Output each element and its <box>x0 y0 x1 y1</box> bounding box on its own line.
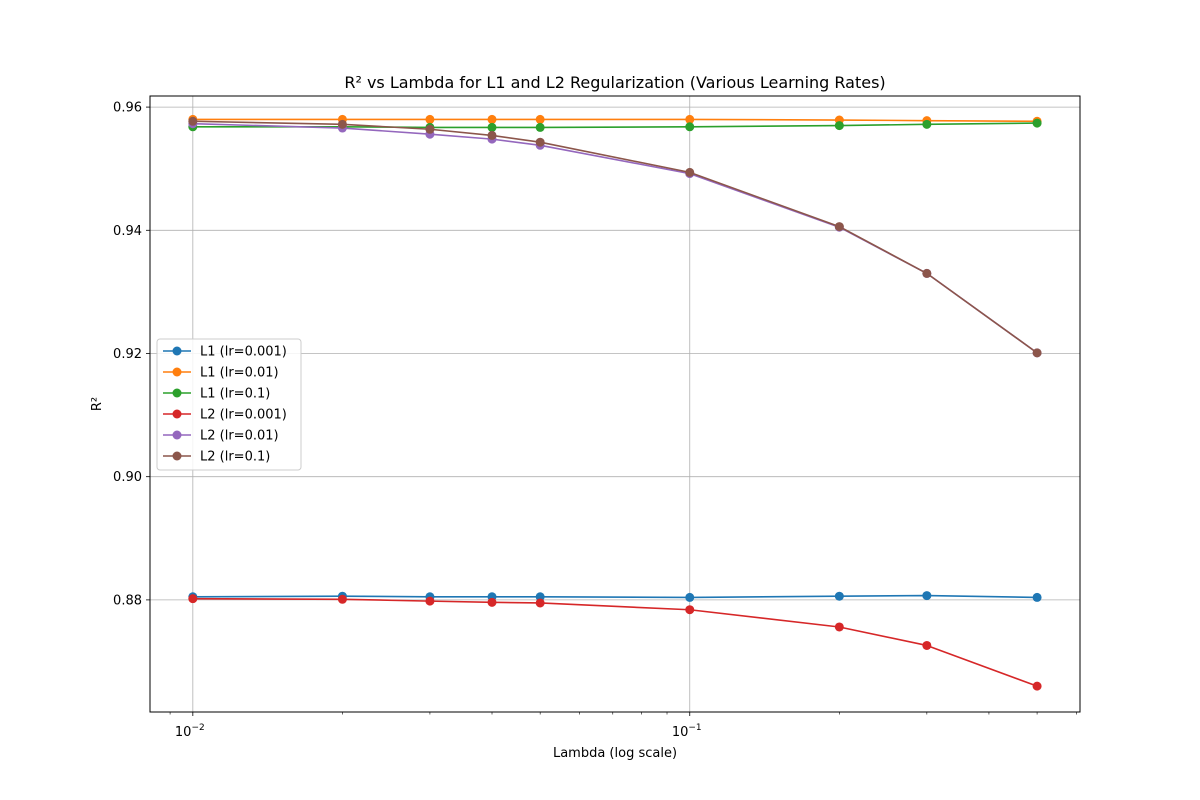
data-point <box>1032 592 1042 602</box>
y-axis-label: R² <box>90 397 105 411</box>
legend-marker <box>172 451 182 461</box>
legend-label: L1 (lr=0.01) <box>200 366 279 381</box>
data-point <box>535 137 545 147</box>
y-tick-label: 0.96 <box>113 101 142 116</box>
data-point <box>535 592 545 602</box>
data-point <box>685 592 695 602</box>
plot-area-frame <box>149 95 1081 713</box>
y-tick-label: 0.92 <box>113 347 142 362</box>
data-point <box>535 598 545 608</box>
data-point <box>1032 681 1042 691</box>
x-axis-label: Lambda (log scale) <box>553 746 677 761</box>
legend-label: L2 (lr=0.001) <box>200 408 287 423</box>
series-lines <box>188 114 1042 691</box>
legend-marker <box>172 430 182 440</box>
legend-marker <box>172 346 182 356</box>
data-point <box>1032 118 1042 128</box>
data-point <box>834 222 844 232</box>
data-point <box>922 119 932 129</box>
data-point <box>685 114 695 124</box>
data-point <box>188 116 198 126</box>
legend-label: L2 (lr=0.01) <box>200 429 279 444</box>
legend-marker <box>172 388 182 398</box>
legend-label: L2 (lr=0.1) <box>200 450 270 465</box>
data-point <box>834 622 844 632</box>
x-tick-label: 10−2 <box>175 723 205 740</box>
data-point <box>487 122 497 132</box>
data-point <box>1032 348 1042 358</box>
data-point <box>535 122 545 132</box>
x-tick-label: 10−1 <box>672 723 702 740</box>
legend-box <box>156 338 302 471</box>
y-tick-label: 0.90 <box>113 470 142 485</box>
y-tick-label: 0.88 <box>113 593 142 608</box>
axis-ticks: 0.88 0.90 0.92 0.94 0.96 10−2 10−1 <box>113 101 1077 740</box>
data-point <box>834 121 844 131</box>
data-point <box>188 594 198 604</box>
data-point <box>922 268 932 278</box>
data-point <box>487 597 497 607</box>
y-tick-label: 0.94 <box>113 224 142 239</box>
data-point <box>535 114 545 124</box>
data-point <box>685 122 695 132</box>
data-point <box>425 114 435 124</box>
data-point <box>425 596 435 606</box>
legend-label: L1 (lr=0.1) <box>200 387 270 402</box>
data-point <box>834 591 844 601</box>
data-point <box>487 114 497 124</box>
legend-label: L1 (lr=0.001) <box>200 345 287 360</box>
data-point <box>922 640 932 650</box>
data-point <box>685 167 695 177</box>
data-point <box>337 594 347 604</box>
data-point <box>685 605 695 615</box>
legend-marker <box>172 409 182 419</box>
chart-title: R² vs Lambda for L1 and L2 Regularizatio… <box>344 73 885 92</box>
data-point <box>487 130 497 140</box>
data-point <box>337 119 347 129</box>
legend: L1 (lr=0.001) L1 (lr=0.01) L1 (lr=0.1) L2 (… <box>156 338 302 471</box>
legend-marker <box>172 367 182 377</box>
data-point <box>922 591 932 601</box>
data-point <box>425 124 435 134</box>
